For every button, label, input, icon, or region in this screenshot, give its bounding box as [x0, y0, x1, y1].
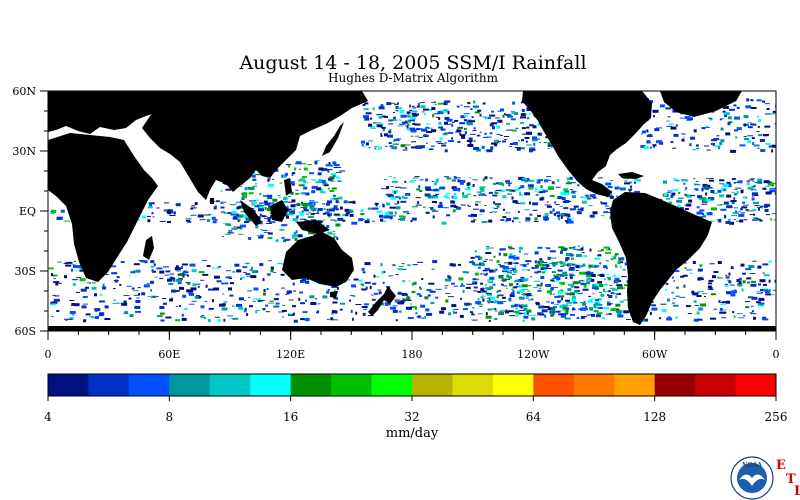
british-isles — [50, 104, 60, 120]
noaa-logo: NOAA — [730, 456, 774, 500]
colorbar-tick-labels: 4 8 16 32 64 128 256 — [44, 396, 787, 424]
lat-label: 30N — [12, 145, 36, 158]
europe — [48, 91, 168, 134]
colorbar-tick-label: 128 — [643, 410, 666, 424]
madagascar — [143, 236, 154, 260]
lat-label: EQ — [19, 205, 36, 218]
longitude-labels: 0 60E 120E 180 120W 60W 0 — [45, 331, 780, 361]
lat-label: 30S — [14, 265, 36, 278]
lat-label: 60S — [14, 325, 36, 338]
lat-label: 60N — [12, 85, 36, 98]
colorbar-tick-label: 4 — [44, 410, 52, 424]
lon-label: 120W — [517, 348, 550, 361]
sri-lanka — [210, 198, 214, 204]
etl-letter-t: T — [786, 472, 796, 487]
noaa-logo-text: NOAA — [742, 462, 762, 469]
lon-label: 60E — [158, 348, 180, 361]
colorbar-swatch — [169, 374, 211, 396]
greenland — [660, 91, 742, 117]
lon-label: 0 — [45, 348, 52, 361]
philippines — [284, 178, 292, 196]
north-america — [522, 91, 652, 197]
colorbar-tick-label: 32 — [404, 410, 419, 424]
borneo — [270, 200, 288, 222]
map-title: August 14 - 18, 2005 SSM/I Rainfall — [239, 52, 587, 74]
colorbar-swatch — [412, 374, 453, 396]
map-subtitle: Hughes D-Matrix Algorithm — [328, 71, 498, 85]
tasmania — [330, 291, 338, 298]
colorbar-tick-label: 64 — [526, 410, 542, 424]
cuba — [618, 172, 644, 179]
etl-letter-e: E — [776, 458, 786, 473]
new-guinea — [296, 220, 330, 234]
colorbar-swatch — [735, 374, 777, 396]
sumatra — [240, 200, 262, 226]
lon-label: 60W — [642, 348, 668, 361]
colorbar-swatch — [331, 374, 373, 396]
new-zealand — [368, 286, 396, 316]
noaa-gull-icon — [739, 474, 765, 486]
colorbar-swatch — [533, 374, 575, 396]
colorbar-swatch — [128, 374, 170, 396]
asia — [142, 91, 368, 200]
latitude-labels: 60N 30N EQ 30S 60S — [12, 85, 48, 338]
colorbar-swatch — [695, 374, 737, 396]
colorbar-swatch — [48, 374, 89, 396]
colorbar-unit-label: mm/day — [386, 426, 439, 441]
colorbar-swatch — [492, 374, 534, 396]
colorbar — [47, 373, 777, 397]
colorbar-swatch — [209, 374, 251, 396]
colorbar-swatch — [371, 374, 413, 396]
colorbar-swatch — [88, 374, 130, 396]
colorbar-swatch — [573, 374, 615, 396]
colorbar-swatch — [654, 374, 696, 396]
etl-letter-l: L — [794, 484, 800, 499]
japan — [322, 122, 344, 156]
colorbar-swatch — [250, 374, 292, 396]
colorbar-swatch — [452, 374, 494, 396]
colorbar-swatch — [614, 374, 656, 396]
australia — [282, 232, 354, 287]
south-america — [610, 192, 712, 325]
africa — [48, 133, 158, 282]
colorbar-tick-label: 256 — [765, 410, 788, 424]
colorbar-tick-label: 16 — [283, 410, 298, 424]
colorbar-swatch — [290, 374, 332, 396]
lon-label: 180 — [402, 348, 423, 361]
lon-label: 0 — [773, 348, 780, 361]
landmasses — [48, 91, 776, 331]
lon-label: 120E — [276, 348, 305, 361]
colorbar-tick-label: 8 — [166, 410, 174, 424]
antarctica — [48, 326, 776, 331]
